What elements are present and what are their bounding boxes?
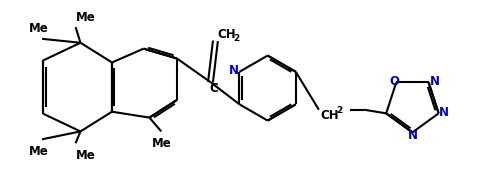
Text: Me: Me (75, 11, 95, 24)
Text: N: N (228, 64, 239, 77)
Text: N: N (430, 75, 440, 88)
Text: Me: Me (29, 22, 49, 36)
Text: Me: Me (75, 149, 95, 162)
Text: 2: 2 (337, 106, 343, 115)
Text: CH: CH (321, 109, 339, 122)
Text: N: N (408, 129, 417, 142)
Text: N: N (439, 106, 449, 119)
Text: Me: Me (151, 137, 171, 150)
Text: O: O (389, 75, 399, 88)
Text: CH: CH (217, 28, 236, 41)
Text: 2: 2 (233, 34, 240, 43)
Text: C: C (209, 82, 218, 95)
Text: Me: Me (29, 145, 49, 158)
